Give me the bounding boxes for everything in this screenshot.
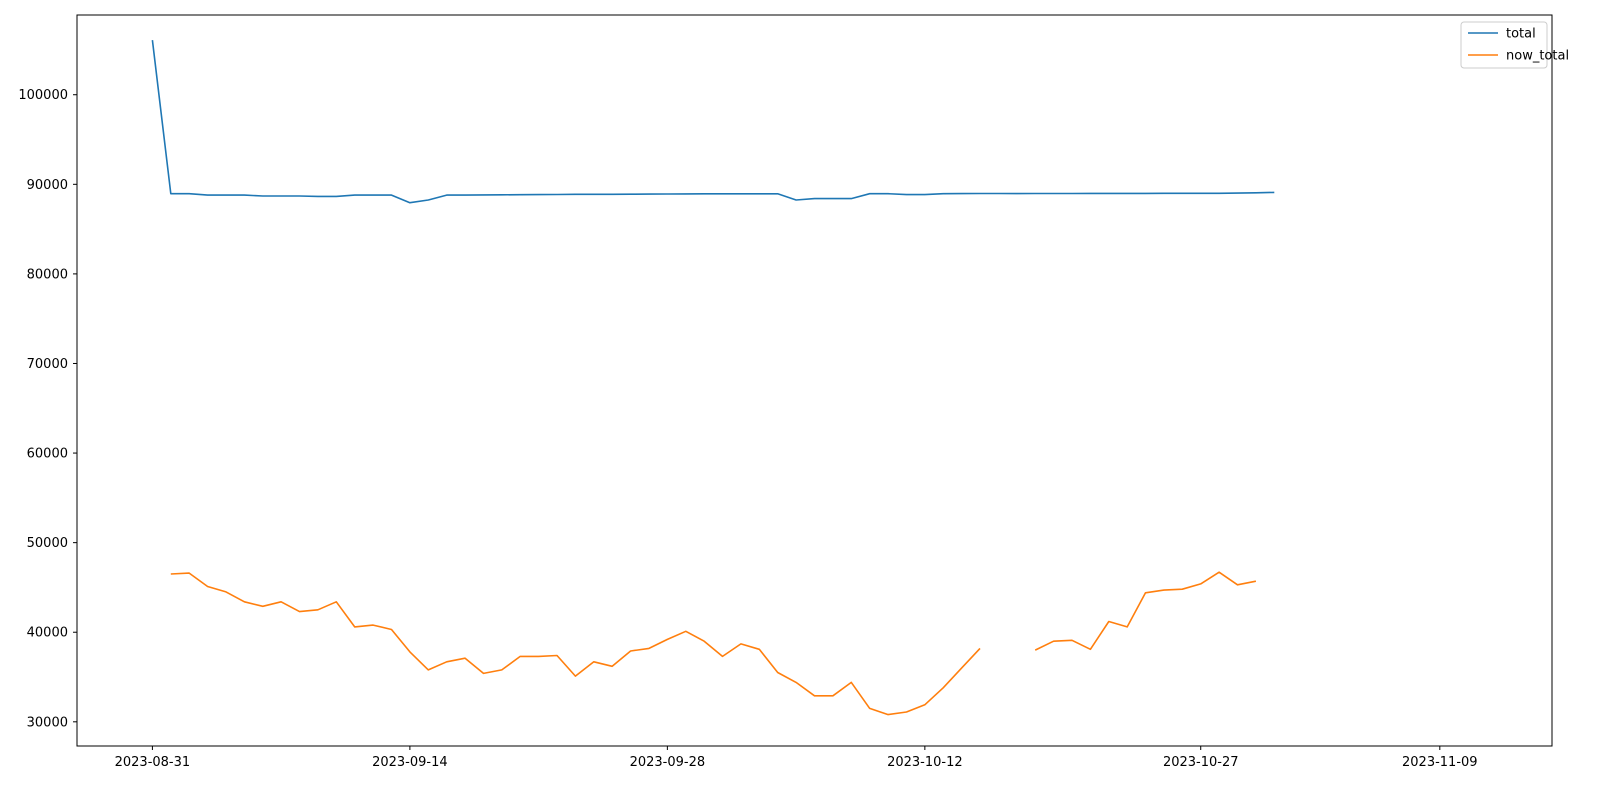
y-tick-label: 80000 bbox=[27, 267, 68, 282]
y-tick-label: 90000 bbox=[27, 178, 68, 193]
series-line-now_total bbox=[170, 571, 1257, 716]
plot-frame bbox=[76, 14, 1553, 747]
y-tick-label: 30000 bbox=[27, 715, 68, 730]
y-tick-label: 50000 bbox=[27, 536, 68, 551]
x-tick-label: 2023-10-27 bbox=[1163, 755, 1239, 770]
y-axis: 30000 40000 50000 60000 70000 80000 90000 10000… bbox=[18, 88, 77, 730]
y-tick-label: 60000 bbox=[27, 447, 68, 462]
y-tick-label: 100000 bbox=[18, 88, 68, 103]
x-axis: 2023-08-31 2023-09-14 2023-09-28 2023-10-12… bbox=[115, 746, 1478, 770]
y-tick-label: 40000 bbox=[27, 626, 68, 641]
y-tick-label: 70000 bbox=[27, 357, 68, 372]
legend-label-total: total bbox=[1506, 27, 1536, 42]
x-tick-label: 2023-08-31 bbox=[115, 755, 191, 770]
chart-marks bbox=[151, 40, 1275, 716]
series-line-total bbox=[151, 40, 1275, 204]
x-tick-label: 2023-10-12 bbox=[887, 755, 963, 770]
legend-label-now_total: now_total bbox=[1506, 49, 1569, 64]
x-tick-label: 2023-09-14 bbox=[372, 755, 448, 770]
legend: total now_total bbox=[1460, 21, 1569, 69]
x-tick-label: 2023-11-09 bbox=[1402, 755, 1478, 770]
x-tick-label: 2023-09-28 bbox=[630, 755, 706, 770]
